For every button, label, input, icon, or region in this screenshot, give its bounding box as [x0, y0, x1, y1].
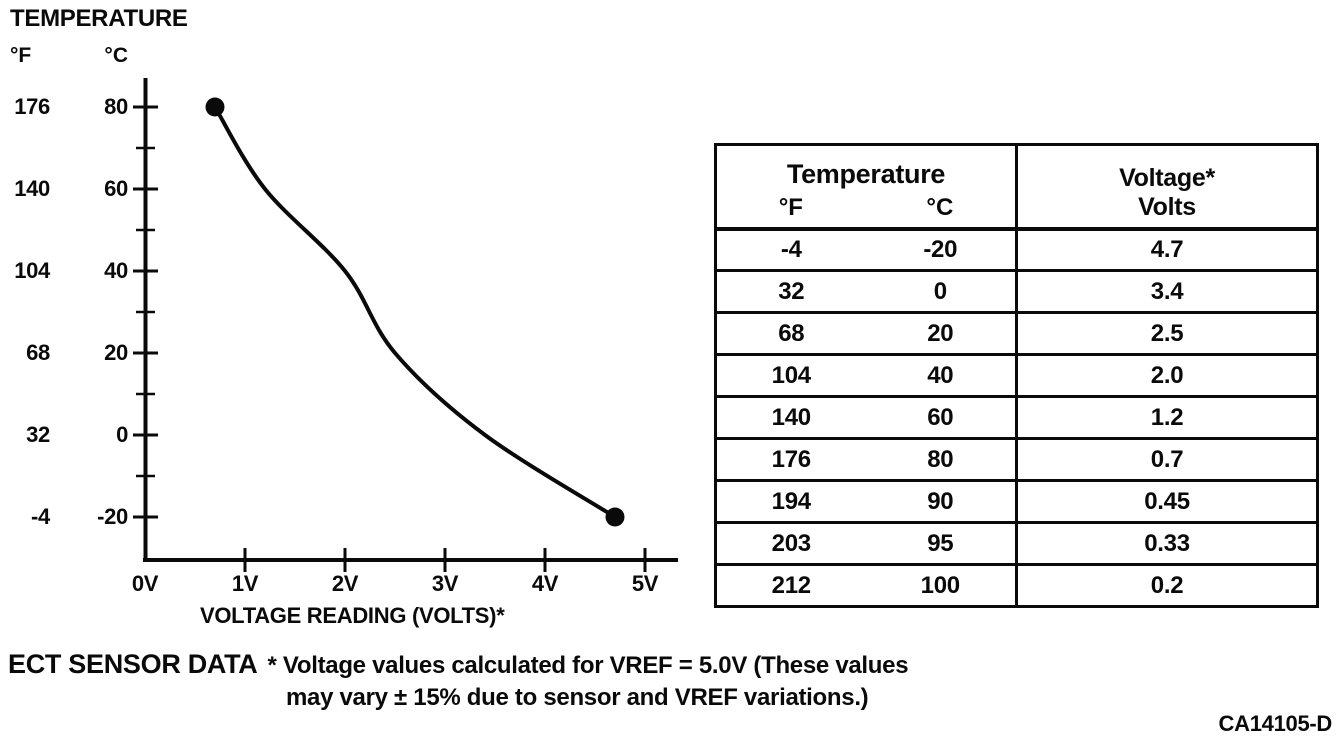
curve-endpoint-dot: [605, 507, 625, 527]
figure-caption: ECT SENSOR DATA * Voltage values calculat…: [8, 649, 1108, 712]
caption-note-line1: * Voltage values calculated for VREF = 5…: [267, 652, 909, 679]
voltage-cell: 0.45: [1015, 480, 1318, 523]
temp-c-cell: 80: [927, 445, 954, 473]
x-tick-label: 4V: [531, 571, 559, 596]
ect-curve: [213, 105, 617, 519]
curve-endpoint-dot: [205, 97, 225, 117]
fahrenheit-column-header: °F: [778, 193, 803, 221]
x-tick-label: 1V: [231, 571, 259, 596]
y-axis-unit-celsius: °C: [104, 44, 128, 67]
ect-data-table: Temperature °F °C Voltage* Volts -4 -20 …: [714, 143, 1320, 608]
table-row: 68 20 2.5: [715, 312, 1318, 355]
voltage-cell: 0.33: [1015, 522, 1318, 565]
celsius-column-header: °C: [926, 193, 954, 221]
y-axis-minor-ticks: [136, 146, 155, 478]
temp-f-cell: 140: [771, 403, 811, 431]
temp-f-cell: 68: [778, 319, 805, 347]
table-header-row: Temperature °F °C Voltage* Volts: [715, 144, 1318, 231]
voltage-cell: 1.2: [1015, 396, 1318, 439]
temperature-header-cell: Temperature °F °C: [715, 144, 1017, 231]
table-row: 104 40 2.0: [715, 354, 1318, 397]
voltage-unit-header: Volts: [1138, 193, 1196, 222]
y-tick-c: 0: [116, 422, 128, 447]
x-axis-label: VOLTAGE READING (VOLTS)*: [200, 603, 505, 628]
y-tick-c: 80: [104, 94, 128, 119]
table-row: 203 95 0.33: [715, 522, 1318, 565]
temp-c-cell: 60: [927, 403, 954, 431]
y-axis-major-ticks: [133, 105, 158, 519]
y-tick-c: 60: [104, 176, 128, 201]
x-tick-label: 5V: [631, 571, 659, 596]
temp-f-cell: 176: [771, 445, 811, 473]
temp-c-cell: 95: [927, 529, 954, 557]
y-tick-f: 176: [14, 94, 50, 119]
x-tick-label: 2V: [331, 571, 359, 596]
y-tick-f: 140: [14, 176, 50, 201]
voltage-header: Voltage*: [1119, 164, 1215, 193]
temp-c-cell: 0: [933, 277, 947, 305]
table-row: 194 90 0.45: [715, 480, 1318, 523]
temp-c-cell: -20: [923, 235, 958, 263]
y-axis-unit-fahrenheit: °F: [10, 44, 32, 67]
chart-title: TEMPERATURE: [10, 5, 188, 32]
table-row: 140 60 1.2: [715, 396, 1318, 439]
temp-c-cell: 100: [920, 571, 960, 599]
temp-f-cell: 32: [778, 277, 805, 305]
figure-code: CA14105-D: [1218, 711, 1333, 736]
y-tick-c: 20: [104, 340, 128, 365]
table-row: 212 100 0.2: [715, 564, 1318, 607]
voltage-cell: 0.2: [1015, 564, 1318, 607]
voltage-header-cell: Voltage* Volts: [1015, 144, 1318, 231]
temp-c-cell: 90: [927, 487, 954, 515]
temperature-header: Temperature: [786, 158, 946, 189]
temp-c-cell: 20: [927, 319, 954, 347]
table-row: 176 80 0.7: [715, 438, 1318, 481]
voltage-cell: 3.4: [1015, 270, 1318, 313]
table-row: -4 -20 4.7: [715, 228, 1318, 271]
caption-note-line2: may vary ± 15% due to sensor and VREF va…: [286, 684, 869, 711]
y-tick-f: 32: [26, 422, 50, 447]
y-tick-f: 104: [14, 258, 50, 283]
temp-f-cell: 212: [771, 571, 811, 599]
x-tick-label: 0V: [131, 571, 159, 596]
x-axis-ticks: [243, 548, 647, 572]
temp-f-cell: 203: [771, 529, 811, 557]
ect-curve-chart: [133, 78, 678, 572]
voltage-cell: 4.7: [1015, 228, 1318, 271]
caption-title: ECT SENSOR DATA: [8, 649, 258, 679]
temp-f-cell: 194: [771, 487, 811, 515]
voltage-cell: 2.0: [1015, 354, 1318, 397]
temp-f-cell: 104: [771, 361, 811, 389]
table-row: 32 0 3.4: [715, 270, 1318, 313]
x-tick-label: 3V: [431, 571, 459, 596]
temp-c-cell: 40: [927, 361, 954, 389]
voltage-cell: 2.5: [1015, 312, 1318, 355]
voltage-cell: 0.7: [1015, 438, 1318, 481]
y-tick-c: -20: [97, 504, 128, 529]
y-tick-f: -4: [31, 504, 50, 529]
temp-f-cell: -4: [780, 235, 802, 263]
y-tick-c: 40: [104, 258, 128, 283]
y-tick-f: 68: [26, 340, 50, 365]
